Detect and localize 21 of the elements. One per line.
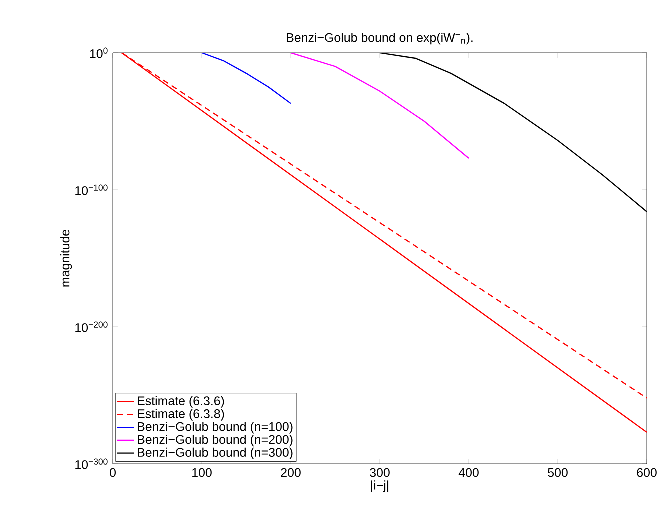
- legend-label: Estimate (6.3.8): [138, 409, 224, 421]
- line-series: [201, 53, 292, 104]
- x-tick-label: 600: [637, 468, 657, 478]
- x-tick-label: 400: [458, 468, 479, 478]
- legend-label: Benzi−Golub bound (n=100): [138, 422, 293, 434]
- x-axis-title: |i−j|: [371, 480, 389, 492]
- x-tick-label: 300: [370, 468, 390, 478]
- y-axis-title: magnitude: [60, 230, 72, 287]
- x-tick-label: 100: [192, 468, 212, 478]
- legend-label: Benzi−Golub bound (n=200): [138, 434, 293, 447]
- y-tick-label: 10$^{−200}$: [76, 322, 108, 332]
- y-tick-label: 10$^{−300}$: [76, 458, 108, 470]
- chart-title: Benzi−Golub bound on exp(iW$^{−}$$_{n}$).: [287, 33, 473, 45]
- y-tick-label: 10$^{−100}$: [76, 184, 108, 196]
- legend-label: Estimate (6.3.6): [138, 396, 224, 408]
- y-tick-label: 10$^{0}$: [90, 48, 108, 58]
- x-tick-label: 0: [110, 468, 116, 478]
- x-tick-label: 200: [281, 468, 301, 478]
- line-series: [290, 53, 470, 160]
- legend-label: Benzi−Golub bound (n=300): [138, 448, 293, 460]
- x-tick-label: 500: [548, 468, 568, 478]
